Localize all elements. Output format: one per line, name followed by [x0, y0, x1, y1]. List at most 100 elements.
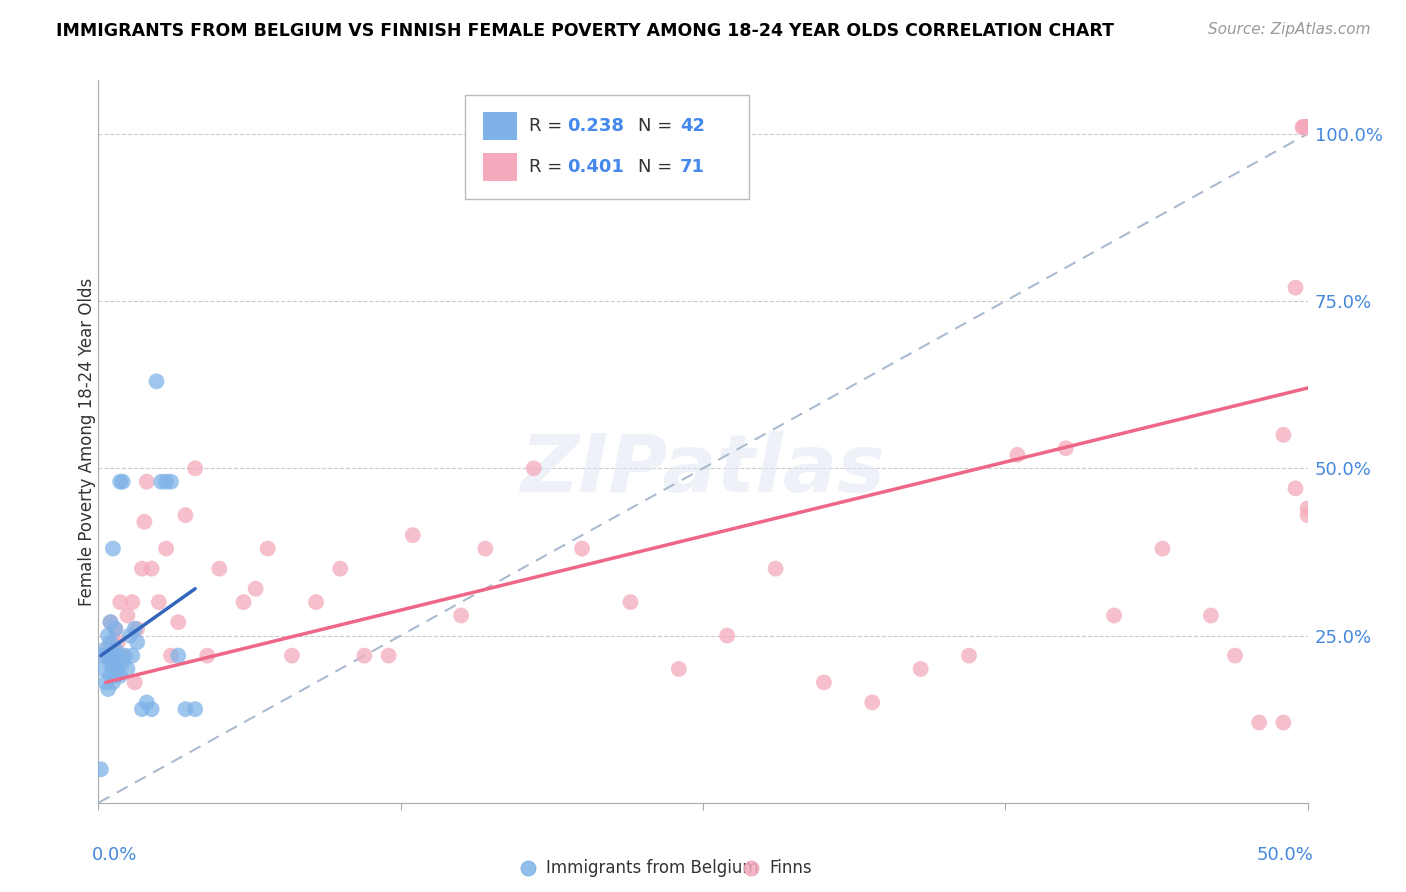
Point: [716, 628, 738, 642]
Point: [148, 595, 170, 609]
Text: N =: N =: [638, 158, 678, 176]
Point: [101, 662, 124, 676]
Point: [1294, 120, 1316, 135]
Point: [1296, 120, 1319, 135]
Point: [523, 461, 546, 475]
Point: [353, 648, 375, 663]
Point: [1102, 608, 1125, 623]
Point: [90, 762, 112, 776]
Point: [305, 595, 328, 609]
Point: [104, 622, 127, 636]
Point: [174, 508, 197, 523]
Point: [135, 696, 157, 710]
Point: [1296, 120, 1319, 135]
Point: [108, 475, 131, 489]
Point: [232, 595, 254, 609]
Point: [619, 595, 641, 609]
Point: [765, 562, 787, 576]
Point: [94, 648, 117, 663]
Point: [97, 628, 120, 642]
Point: [1296, 120, 1319, 135]
Point: [1296, 508, 1319, 523]
Point: [167, 615, 190, 630]
Text: 0.238: 0.238: [568, 117, 624, 135]
Point: [813, 675, 835, 690]
Point: [108, 669, 131, 683]
Point: [100, 615, 122, 630]
Point: [101, 541, 124, 556]
Point: [329, 562, 352, 576]
Point: [111, 475, 134, 489]
Point: [150, 475, 173, 489]
Text: Source: ZipAtlas.com: Source: ZipAtlas.com: [1208, 22, 1371, 37]
Point: [124, 675, 146, 690]
Point: [107, 648, 129, 663]
Point: [160, 648, 183, 663]
Point: [1296, 120, 1319, 135]
Point: [1393, 856, 1406, 871]
Point: [97, 648, 120, 663]
Point: [101, 648, 124, 663]
Point: [127, 635, 149, 649]
Point: [104, 655, 127, 669]
Bar: [482, 153, 517, 181]
Text: R =: R =: [529, 158, 568, 176]
Point: [160, 475, 183, 489]
Point: [1292, 120, 1315, 135]
Point: [107, 662, 129, 676]
Point: [281, 648, 304, 663]
Point: [97, 681, 120, 696]
Point: [107, 635, 129, 649]
Point: [134, 515, 156, 529]
Point: [121, 648, 143, 663]
Point: [101, 635, 124, 649]
Text: 0.0%: 0.0%: [93, 847, 138, 864]
Point: [100, 669, 122, 683]
Point: [111, 648, 134, 663]
Point: [474, 541, 496, 556]
Point: [1223, 648, 1246, 663]
Point: [1296, 120, 1319, 135]
Point: [860, 696, 883, 710]
Point: [108, 595, 131, 609]
Point: [1249, 715, 1271, 730]
Point: [402, 528, 425, 542]
Point: [174, 702, 197, 716]
Text: R =: R =: [529, 117, 568, 135]
Point: [1284, 482, 1306, 496]
Point: [104, 669, 127, 683]
Point: [124, 622, 146, 636]
Text: Finns: Finns: [769, 859, 813, 877]
Point: [1296, 120, 1319, 135]
Text: IMMIGRANTS FROM BELGIUM VS FINNISH FEMALE POVERTY AMONG 18-24 YEAR OLDS CORRELAT: IMMIGRANTS FROM BELGIUM VS FINNISH FEMAL…: [56, 22, 1114, 40]
Text: N =: N =: [638, 117, 678, 135]
Point: [131, 562, 153, 576]
Point: [94, 675, 117, 690]
Point: [104, 622, 127, 636]
Point: [94, 642, 117, 657]
Point: [957, 648, 980, 663]
Point: [121, 595, 143, 609]
FancyBboxPatch shape: [465, 95, 749, 200]
Text: 42: 42: [681, 117, 704, 135]
Point: [100, 655, 122, 669]
Text: 50.0%: 50.0%: [1257, 847, 1313, 864]
Point: [131, 702, 153, 716]
Point: [1007, 448, 1029, 462]
Point: [91, 662, 114, 676]
Text: ZIPatlas: ZIPatlas: [520, 432, 886, 509]
Point: [1054, 442, 1077, 455]
Text: 71: 71: [681, 158, 704, 176]
Point: [184, 461, 207, 475]
Point: [195, 648, 218, 663]
Point: [101, 675, 124, 690]
Point: [1272, 715, 1295, 730]
Point: [910, 662, 932, 676]
Point: [155, 475, 177, 489]
Point: [208, 562, 231, 576]
Text: Immigrants from Belgium: Immigrants from Belgium: [546, 859, 758, 877]
Text: 0.401: 0.401: [568, 158, 624, 176]
Point: [118, 628, 141, 642]
Point: [135, 475, 157, 489]
Point: [91, 648, 114, 663]
